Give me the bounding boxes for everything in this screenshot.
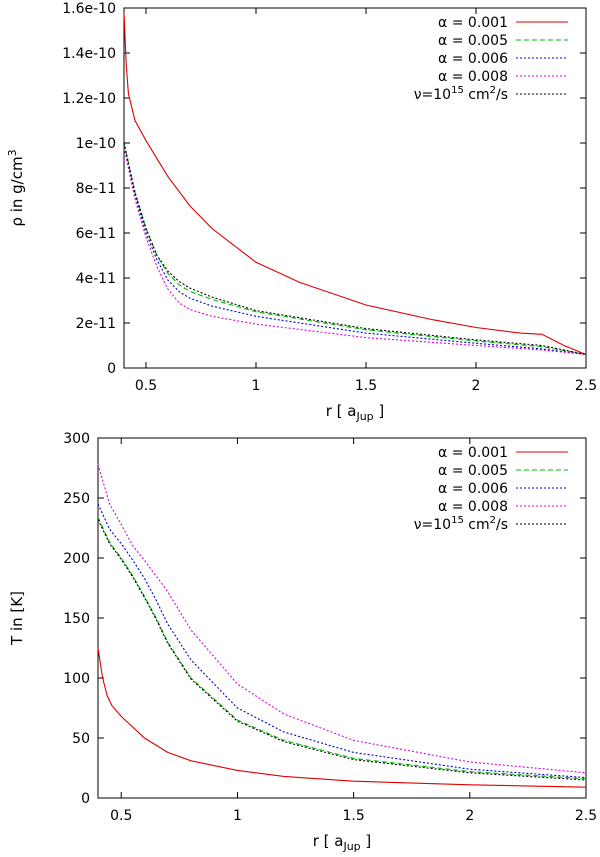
label-part: ρ in g/cm	[8, 156, 26, 226]
series-line-4	[97, 519, 587, 781]
y-tick-label: 0	[81, 791, 90, 807]
x-axis-label: r [ aJup ]	[326, 402, 385, 423]
y-tick-label: 1e-10	[76, 136, 116, 152]
y-tick-label: 200	[63, 551, 90, 567]
label-part: 3	[6, 149, 19, 156]
label-part: α = 0.006	[438, 51, 508, 67]
label-part: α = 0.001	[438, 15, 508, 31]
label-part: α = 0.008	[438, 69, 508, 85]
y-tick-label: 300	[63, 431, 90, 447]
density-chart: 0 2e-11 4e-11 6e-11 8e-11 1e-10 1.2e-10 1.4e-10…	[6, 1, 597, 423]
y-tick-label: 0	[107, 361, 116, 377]
legend-label-0: α = 0.001	[438, 445, 508, 461]
y-axis-label: ρ in g/cm3	[6, 149, 26, 226]
label-part: cm	[464, 87, 490, 103]
label-part: α = 0.001	[438, 445, 508, 461]
label-part: 15	[451, 515, 464, 526]
label-part: ν=10	[414, 517, 451, 533]
series-line-2	[123, 142, 587, 356]
x-tick-label: 1	[252, 378, 261, 394]
y-tick-label: 1.2e-10	[62, 91, 116, 107]
label-part: ]	[374, 402, 385, 420]
series-line-4	[123, 142, 587, 356]
y-tick-label: 250	[63, 491, 90, 507]
legend-label-1: α = 0.005	[438, 463, 508, 479]
legend-label-2: α = 0.006	[438, 481, 508, 497]
label-part: α = 0.005	[438, 463, 508, 479]
y-tick-label: 8e-11	[76, 181, 116, 197]
x-tick-label: 0.5	[135, 378, 157, 394]
y-tick-label: 6e-11	[76, 226, 116, 242]
x-tick-label: 0.5	[110, 808, 132, 824]
temperature-chart: 0 50 100 150 200 250 300 0.5 1 1.5 2 2.5 r [ aJup ] T…	[8, 431, 597, 853]
plot-frame	[97, 437, 587, 799]
x-tick-label: 1.5	[342, 808, 364, 824]
x-tick-label: 2.5	[575, 378, 597, 394]
y-tick-label: 1.4e-10	[62, 46, 116, 62]
label-part: r [ a	[313, 832, 344, 850]
label-part: α = 0.005	[438, 33, 508, 49]
legend-label-1: α = 0.005	[438, 33, 508, 49]
series-line-3	[97, 464, 587, 774]
legend-label-4: ν=1015 cm2/s	[414, 515, 508, 533]
label-part: /s	[496, 87, 508, 103]
plot-frame	[123, 7, 587, 369]
label-part: r [ a	[326, 402, 357, 420]
label-part: Jup	[355, 410, 373, 423]
series-line-3	[123, 147, 587, 356]
series-line-1	[123, 142, 587, 356]
series-line-0	[97, 647, 587, 788]
label-part: ν=10	[414, 87, 451, 103]
x-tick-label: 1	[233, 808, 242, 824]
label-part: /s	[496, 517, 508, 533]
x-axis-label: r [ aJup ]	[313, 832, 372, 853]
label-part: α = 0.008	[438, 499, 508, 515]
y-tick-label: 100	[63, 671, 90, 687]
label-part: 15	[451, 85, 464, 96]
series-line-2	[97, 503, 587, 779]
y-tick-label: 4e-11	[76, 271, 116, 287]
label-part: 2	[490, 85, 496, 96]
x-tick-label: 2	[465, 808, 474, 824]
legend-label-3: α = 0.008	[438, 69, 508, 85]
x-tick-label: 2.5	[575, 808, 597, 824]
label-part: 2	[490, 515, 496, 526]
label-part: Jup	[342, 840, 360, 853]
y-tick-label: 150	[63, 611, 90, 627]
series-line-1	[97, 516, 587, 780]
label-part: T in [K]	[8, 591, 26, 646]
legend-label-0: α = 0.001	[438, 15, 508, 31]
legend-label-4: ν=1015 cm2/s	[414, 85, 508, 103]
y-tick-label: 1.6e-10	[62, 1, 116, 17]
y-tick-label: 50	[72, 731, 90, 747]
label-part: α = 0.006	[438, 481, 508, 497]
y-axis-label: T in [K]	[8, 591, 26, 646]
series-line-0	[123, 12, 587, 356]
x-tick-label: 1.5	[355, 378, 377, 394]
y-tick-label: 2e-11	[76, 316, 116, 332]
legend-label-3: α = 0.008	[438, 499, 508, 515]
x-tick-label: 2	[472, 378, 481, 394]
label-part: cm	[464, 517, 490, 533]
label-part: ]	[361, 832, 372, 850]
legend-label-2: α = 0.006	[438, 51, 508, 67]
